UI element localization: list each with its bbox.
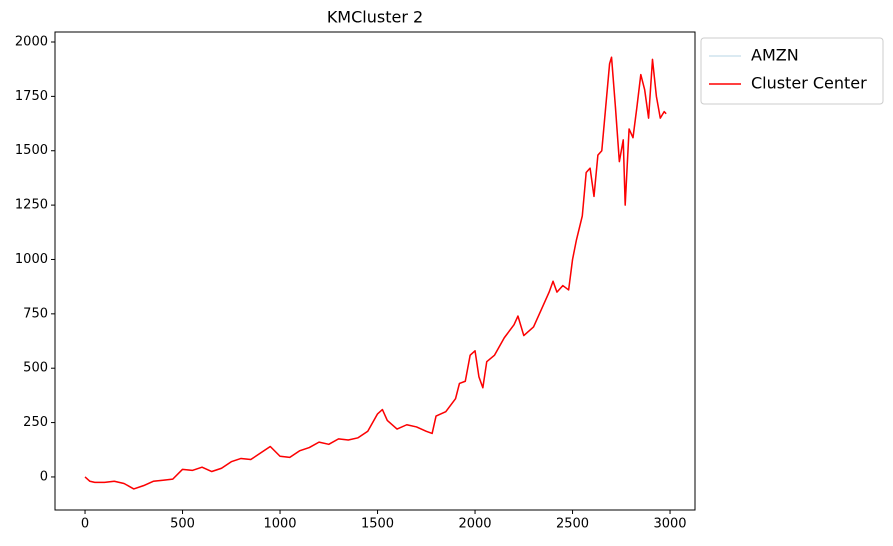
y-tick-label: 2000 xyxy=(15,35,48,50)
data-line xyxy=(84,56,667,490)
x-tick-label: 0 xyxy=(81,517,89,532)
legend-label: Cluster Center xyxy=(751,74,867,93)
y-tick-label: 750 xyxy=(23,306,48,321)
y-tick-label: 1750 xyxy=(15,89,48,104)
y-tick-label: 1250 xyxy=(15,198,48,213)
x-tick-label: 1000 xyxy=(263,517,296,532)
data-line xyxy=(84,56,667,490)
y-tick-label: 1000 xyxy=(15,252,48,267)
x-tick-label: 3000 xyxy=(653,517,686,532)
x-tick-label: 500 xyxy=(170,517,195,532)
legend-box xyxy=(700,37,884,105)
y-tick-label: 500 xyxy=(23,361,48,376)
y-tick-label: 250 xyxy=(23,415,48,430)
plot-frame xyxy=(54,31,696,511)
x-tick-label: 2000 xyxy=(458,517,491,532)
legend-label: AMZN xyxy=(751,46,799,65)
chart-title: KMCluster 2 xyxy=(327,8,423,27)
y-tick-label: 1500 xyxy=(15,143,48,158)
y-tick-label: 0 xyxy=(40,469,48,484)
x-tick-label: 2500 xyxy=(556,517,589,532)
x-tick-label: 1500 xyxy=(361,517,394,532)
